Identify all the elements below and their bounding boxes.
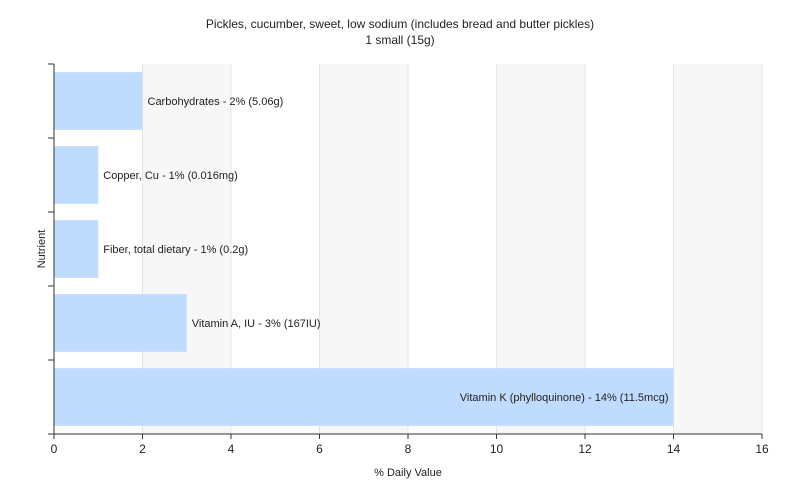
bar <box>54 220 99 278</box>
bar-label: Carbohydrates - 2% (5.06g) <box>148 96 284 108</box>
x-tick-label: 4 <box>228 442 235 456</box>
bar-label: Copper, Cu - 1% (0.016mg) <box>103 170 238 182</box>
background-bands <box>142 64 762 434</box>
bar <box>54 72 143 130</box>
bar <box>54 294 187 352</box>
bar-labels: Carbohydrates - 2% (5.06g) Copper, Cu - 1… <box>103 96 668 404</box>
bars <box>54 72 674 426</box>
bar <box>54 368 674 426</box>
bar-label: Vitamin A, IU - 3% (167IU) <box>192 318 321 330</box>
background-band <box>673 64 762 434</box>
chart-title: Pickles, cucumber, sweet, low sodium (in… <box>206 17 594 31</box>
x-tick-label: 6 <box>316 442 323 456</box>
x-tick-labels: 0 2 4 6 8 10 12 14 16 <box>51 442 769 456</box>
axes <box>48 63 763 439</box>
bar-label: Fiber, total dietary - 1% (0.2g) <box>103 244 248 256</box>
bar <box>54 146 99 204</box>
x-tick-label: 2 <box>139 442 146 456</box>
x-axis-label: % Daily Value <box>374 467 442 479</box>
bar-label: Vitamin K (phylloquinone) - 14% (11.5mcg… <box>460 392 669 404</box>
y-axis-label: Nutrient <box>36 230 48 269</box>
x-tick-label: 8 <box>405 442 412 456</box>
x-tick-label: 12 <box>578 442 592 456</box>
x-tick-label: 10 <box>490 442 504 456</box>
x-tick-label: 16 <box>755 442 769 456</box>
x-tick-label: 14 <box>667 442 681 456</box>
x-tick-label: 0 <box>51 442 58 456</box>
chart-subtitle: 1 small (15g) <box>365 33 434 47</box>
